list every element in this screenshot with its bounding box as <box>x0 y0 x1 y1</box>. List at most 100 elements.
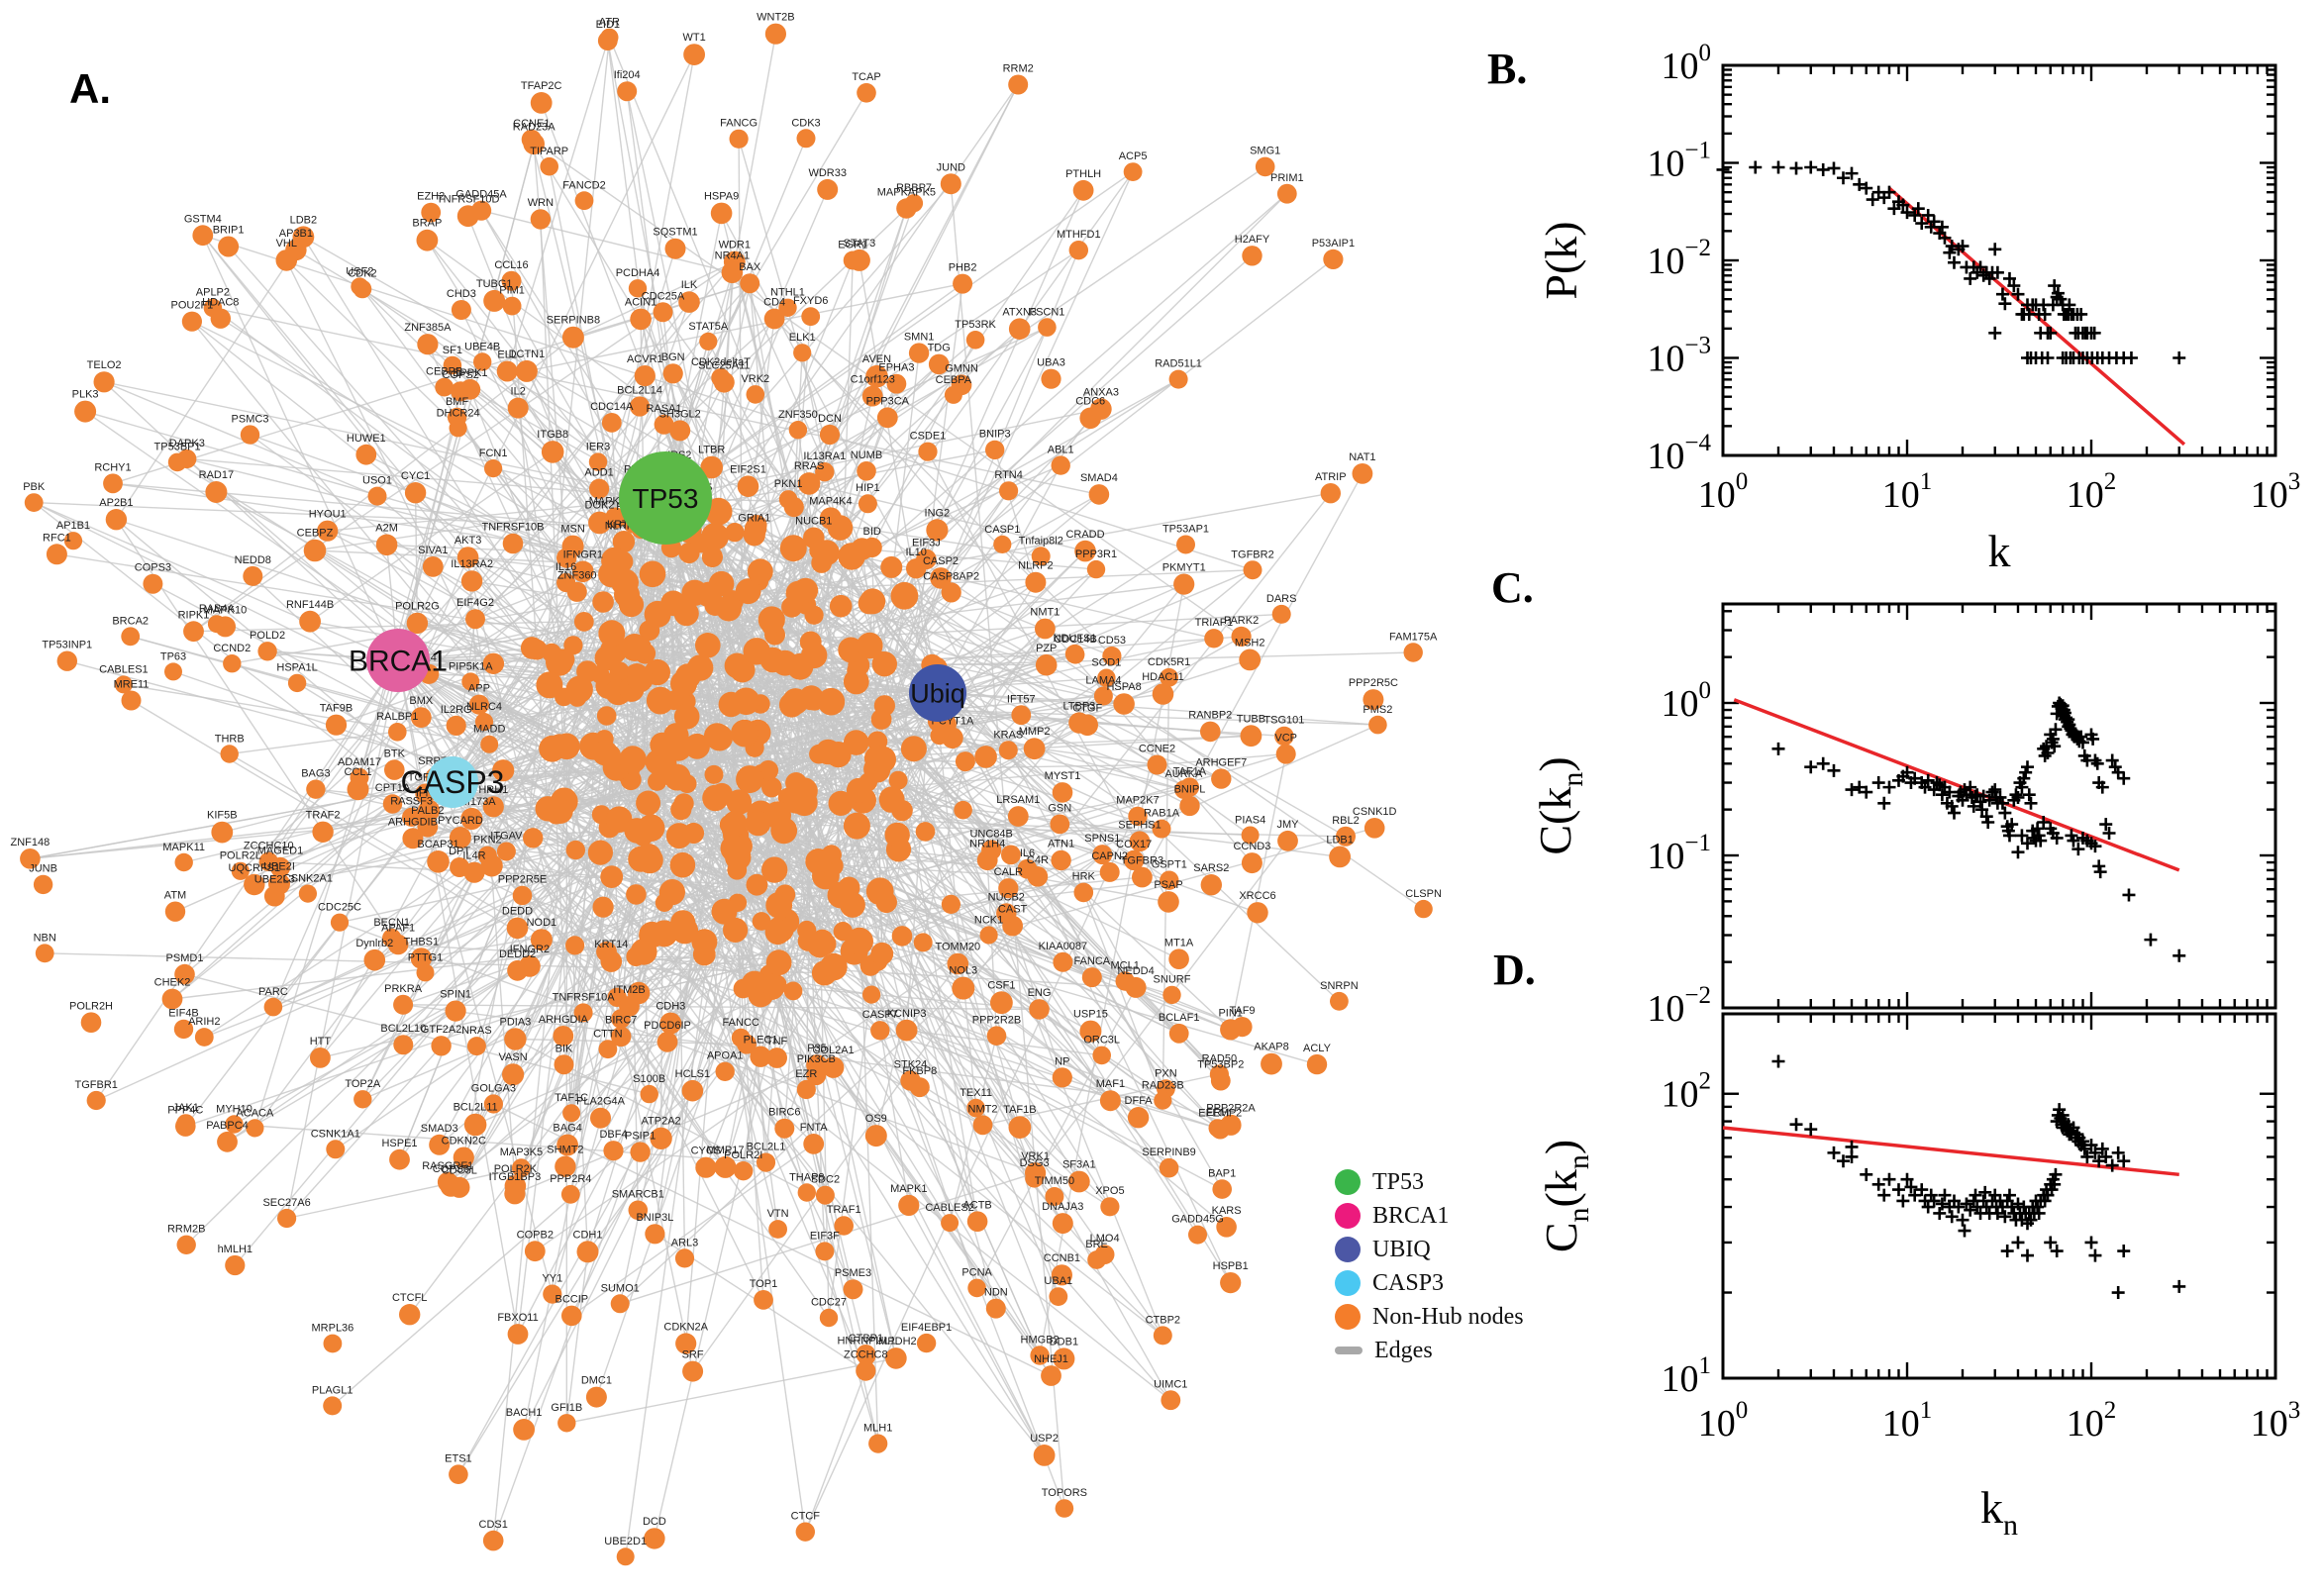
y-axis-label: P(k) <box>1536 221 1586 299</box>
gene-label: TGFBR2 <box>1231 549 1273 560</box>
non-hub-node <box>181 311 202 332</box>
non-hub-node <box>1241 826 1260 845</box>
gene-label: TIMM50 <box>1035 1175 1074 1187</box>
non-hub-node <box>1041 368 1061 389</box>
gene-label: SMG1 <box>1250 146 1280 157</box>
gene-label: CEBPA <box>936 374 972 386</box>
gene-label: POLR2L <box>220 850 261 862</box>
non-hub-node <box>941 582 961 603</box>
gene-label: PPP2R4 <box>550 1173 591 1185</box>
non-hub-node <box>1220 1019 1242 1041</box>
gene-label: EPHA3 <box>878 362 914 374</box>
non-hub-node <box>819 424 841 446</box>
gene-label: GSN <box>1048 802 1071 814</box>
gene-label: Ifi204 <box>614 69 641 81</box>
non-hub-node <box>626 884 647 905</box>
gene-label: SUMO1 <box>601 1282 640 1294</box>
non-hub-node <box>1079 1020 1102 1043</box>
non-hub-node <box>93 371 115 393</box>
power-law-fit-line <box>1733 698 2180 872</box>
non-hub-node <box>399 1304 421 1326</box>
non-hub-node <box>1113 693 1135 715</box>
non-hub-node <box>807 933 833 958</box>
non-hub-node <box>764 919 791 946</box>
gene-label: UBA1 <box>1044 1275 1072 1287</box>
non-hub-node <box>630 396 651 417</box>
gene-label: SMAD4 <box>1080 472 1118 484</box>
non-hub-node <box>746 385 765 404</box>
gene-label: CTTN <box>593 1028 622 1040</box>
gene-label: LDB1 <box>1326 835 1354 847</box>
non-hub-node <box>306 779 326 799</box>
non-hub-node <box>913 933 933 952</box>
non-hub-node <box>653 302 673 323</box>
non-hub-node <box>573 1003 593 1023</box>
gene-label: NCK1 <box>974 914 1003 926</box>
non-hub-node <box>1188 1225 1207 1245</box>
non-hub-node <box>560 1184 580 1204</box>
gene-label: PIM1 <box>499 285 525 297</box>
gene-label: HSPB1 <box>1213 1260 1249 1272</box>
non-hub-node <box>737 475 759 498</box>
gene-label: DDB1 <box>1050 1336 1078 1347</box>
non-hub-node <box>745 810 771 837</box>
non-hub-node <box>740 273 760 294</box>
non-hub-node <box>502 533 524 554</box>
hub-label-tp53: TP53 <box>633 483 699 514</box>
panel-a-label: A. <box>69 65 111 112</box>
gene-label: TIPARP <box>530 146 568 157</box>
gene-label: XPO5 <box>1095 1185 1124 1197</box>
gene-label: RALBP1 <box>376 711 418 723</box>
non-hub-node <box>524 1241 546 1262</box>
gene-label: WT1 <box>682 32 705 44</box>
non-hub-node <box>795 1522 815 1542</box>
gene-label: GSPT1 <box>1152 859 1187 871</box>
non-hub-node <box>1154 1091 1172 1110</box>
gene-label: AKAP8 <box>1254 1042 1288 1053</box>
gene-label: POLR2I <box>724 1149 762 1161</box>
non-hub-node <box>828 790 854 817</box>
gene-label: RTN4 <box>994 469 1023 481</box>
gene-label: SF1 <box>443 345 462 356</box>
gene-label: RBL2 <box>1332 815 1360 827</box>
non-hub-node <box>347 778 369 801</box>
non-hub-node <box>480 735 499 753</box>
gene-label: THBS1 <box>404 936 439 948</box>
gene-label: USP15 <box>1073 1009 1108 1021</box>
gene-label: CAPN2 <box>1091 850 1128 862</box>
gene-label: IER3 <box>586 442 610 453</box>
non-hub-node <box>449 827 471 848</box>
non-hub-node <box>848 249 870 271</box>
non-hub-node <box>1231 626 1252 648</box>
non-hub-node <box>699 332 718 350</box>
non-hub-node <box>754 1290 773 1310</box>
gene-label: ZNF148 <box>11 837 50 848</box>
non-hub-node <box>429 1134 451 1155</box>
non-hub-node <box>451 300 471 320</box>
non-hub-node <box>453 1147 474 1168</box>
non-hub-node <box>857 1347 876 1366</box>
panel-d-label: D. <box>1493 946 1536 994</box>
non-hub-node <box>323 1334 343 1353</box>
non-hub-node <box>592 896 614 918</box>
non-hub-node <box>947 952 969 975</box>
non-hub-node <box>660 590 686 617</box>
non-hub-node <box>103 473 123 494</box>
gene-label: JUNB <box>29 863 57 875</box>
non-hub-node <box>1068 241 1089 260</box>
non-hub-node <box>1277 830 1298 851</box>
gene-label: MTHFD1 <box>1057 229 1101 241</box>
gene-label: CYC1 <box>401 470 430 482</box>
non-hub-node <box>895 1019 918 1042</box>
non-hub-node <box>665 823 692 849</box>
gene-label: BCL2L14 <box>617 384 662 396</box>
axis-ticks <box>1721 63 2277 457</box>
gene-label: SNURF <box>1154 974 1191 986</box>
non-hub-node <box>461 672 480 691</box>
gene-label: ACVR1 <box>627 353 663 365</box>
gene-label: BTK <box>384 748 406 759</box>
non-hub-node <box>520 637 544 659</box>
network-graph: TCAP Ifi204 H2AFY ZCCHC8 CDS1 hMLH1 MRPL36 BAP1… <box>11 12 1442 1566</box>
non-hub-node <box>225 1115 244 1134</box>
non-hub-node <box>873 695 896 717</box>
